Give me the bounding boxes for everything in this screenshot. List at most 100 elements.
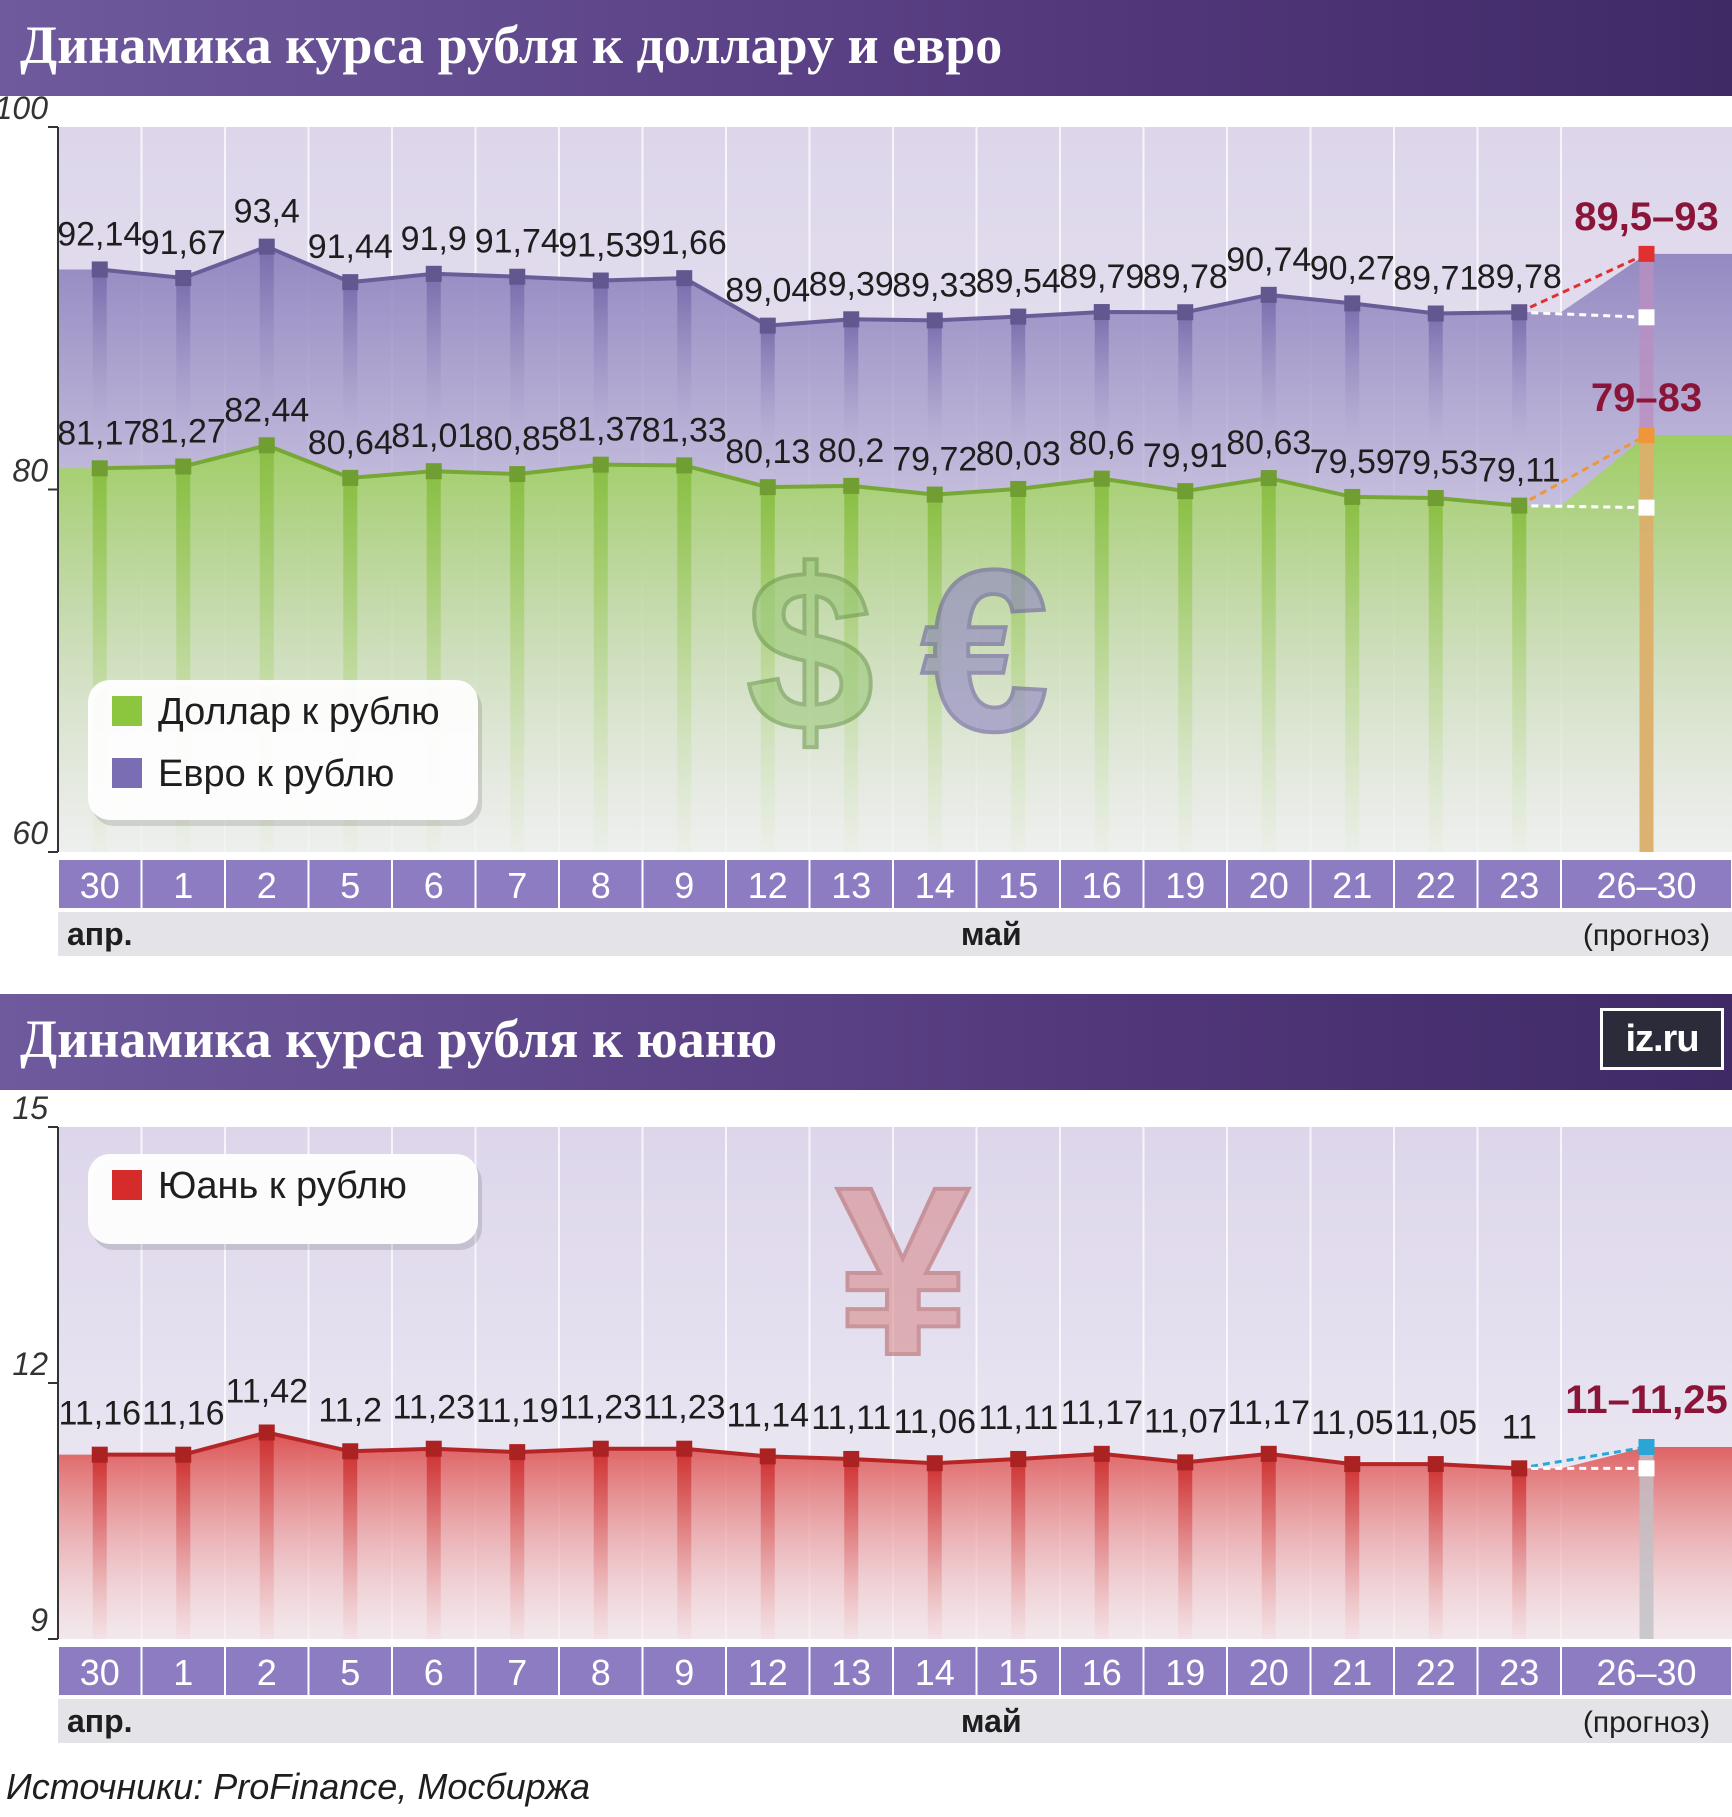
value-bar <box>1178 312 1193 479</box>
data-point <box>926 486 943 503</box>
category-label: 21 <box>1332 865 1372 906</box>
data-label: 89,39 <box>809 265 894 303</box>
data-label: 81,37 <box>558 411 643 449</box>
data-point <box>676 270 693 287</box>
value-bar <box>593 1448 608 1639</box>
category-cell <box>309 860 391 908</box>
data-label: 89,78 <box>1477 258 1562 296</box>
category-label: 30 <box>80 1652 120 1693</box>
category-cell <box>727 860 809 908</box>
iz-ru-logo[interactable]: iz.ru <box>1600 1008 1724 1070</box>
data-label: 90,27 <box>1310 249 1395 287</box>
data-point <box>342 1443 359 1460</box>
data-label: 89,78 <box>1143 258 1228 296</box>
category-cell <box>393 1647 475 1695</box>
data-label: 82,44 <box>224 391 309 429</box>
data-point <box>91 460 108 477</box>
data-point <box>1427 305 1444 322</box>
category-cell <box>1395 1647 1477 1695</box>
top-title-bar: Динамика курса рубля к доллару и евро <box>0 0 1732 96</box>
value-bar <box>677 1448 692 1639</box>
data-point <box>1344 295 1361 312</box>
data-point <box>1093 470 1110 487</box>
data-label: 11,23 <box>392 1389 475 1427</box>
data-label: 11,05 <box>1394 1404 1477 1442</box>
value-bar <box>176 277 191 479</box>
category-cell <box>59 1647 141 1695</box>
value-bar <box>1345 303 1360 479</box>
category-label: 14 <box>915 1652 955 1693</box>
category-cell <box>643 860 725 908</box>
value-bar <box>1512 505 1527 852</box>
category-cell <box>1228 860 1310 908</box>
category-label: 22 <box>1416 865 1456 906</box>
category-label: 19 <box>1165 1652 1205 1693</box>
category-label: 7 <box>507 1652 527 1693</box>
data-label: 81,17 <box>57 414 142 452</box>
data-label: 93,4 <box>234 193 300 231</box>
value-bar <box>92 269 107 479</box>
forecast-label: 89,5–93 <box>1574 195 1719 239</box>
data-point <box>1093 1445 1110 1462</box>
legend-swatch <box>112 758 142 788</box>
data-point <box>1177 1454 1194 1471</box>
value-bar <box>593 464 608 852</box>
data-label: 11,23 <box>643 1389 726 1427</box>
y-tick-label: 100 <box>0 90 48 126</box>
category-label: 1 <box>173 1652 193 1693</box>
value-bar <box>844 1458 859 1639</box>
month-band <box>58 912 1732 956</box>
value-bar <box>1428 313 1443 479</box>
category-label: 8 <box>591 1652 611 1693</box>
data-point <box>509 466 526 483</box>
data-label: 11,16 <box>58 1395 141 1433</box>
category-cell <box>894 860 976 908</box>
value-bar <box>677 278 692 479</box>
category-label: 1 <box>173 865 193 906</box>
category-label: 20 <box>1249 865 1289 906</box>
category-cell <box>1061 860 1143 908</box>
category-cell <box>1311 1647 1393 1695</box>
value-bar <box>927 1463 942 1639</box>
y-tick-label: 15 <box>12 1090 48 1126</box>
data-point <box>1010 308 1027 325</box>
forecast-min-line <box>1519 310 1647 319</box>
data-label: 80,13 <box>725 433 810 471</box>
value-bar <box>677 465 692 852</box>
category-cell <box>894 1647 976 1695</box>
dollar-sign-icon: $ <box>746 522 874 779</box>
forecast-min-line <box>1519 504 1647 510</box>
forecast-note: (прогноз) <box>1583 919 1710 952</box>
value-bar <box>343 282 358 479</box>
data-point <box>843 477 860 494</box>
value-bar <box>1261 1453 1276 1639</box>
logo-text: iz.ru <box>1625 1018 1699 1060</box>
category-cell <box>560 860 642 908</box>
legend-box <box>88 680 478 820</box>
bottom-title-bar: Динамика курса рубля к юаню <box>0 994 1732 1090</box>
category-cell <box>393 860 475 908</box>
category-label: 16 <box>1082 1652 1122 1693</box>
category-cell <box>476 860 558 908</box>
category-label: 23 <box>1499 865 1539 906</box>
data-point <box>676 1440 693 1457</box>
category-cell <box>1562 1647 1731 1695</box>
value-bar <box>1512 1468 1527 1639</box>
data-label: 79,72 <box>892 441 977 479</box>
data-point <box>1177 304 1194 321</box>
month-label-apr: апр. <box>67 1703 133 1739</box>
data-point <box>1260 286 1277 303</box>
data-point <box>175 269 192 286</box>
data-label: 91,74 <box>475 223 560 261</box>
value-bar <box>1428 1464 1443 1639</box>
category-cell <box>142 860 224 908</box>
data-label: 91,44 <box>308 228 393 266</box>
value-bar <box>426 273 441 479</box>
value-bar <box>927 320 942 479</box>
data-point <box>175 1446 192 1463</box>
forecast-max-marker <box>1638 245 1655 262</box>
data-label: 80,03 <box>976 435 1061 473</box>
forecast-max-line <box>1518 433 1648 507</box>
value-bar <box>1345 1464 1360 1639</box>
